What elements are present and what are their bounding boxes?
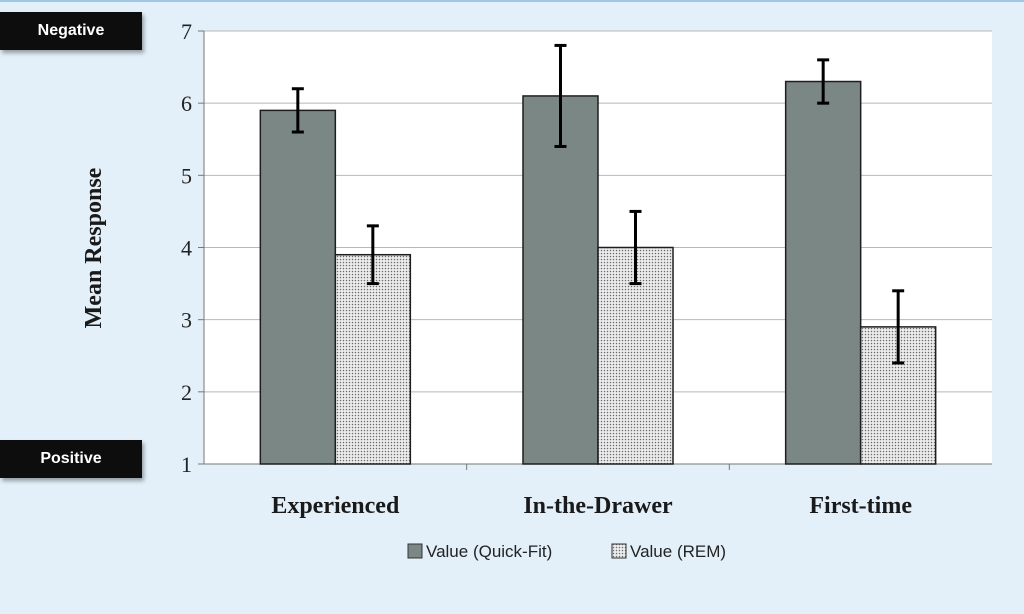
y-tick-label: 1 xyxy=(181,452,192,477)
legend-label: Value (REM) xyxy=(630,542,726,561)
bar xyxy=(522,95,599,465)
legend-swatch xyxy=(407,543,423,559)
y-tick-label: 2 xyxy=(181,380,192,405)
x-tick-label: Experienced xyxy=(271,493,400,519)
y-tick-label: 5 xyxy=(181,163,192,188)
bar xyxy=(334,253,412,465)
negative-badge: Negative xyxy=(0,12,142,50)
y-tick-label: 4 xyxy=(181,236,192,261)
positive-badge: Positive xyxy=(0,440,142,478)
y-tick-label: 3 xyxy=(181,308,192,333)
legend-label: Value (Quick-Fit) xyxy=(426,542,552,561)
x-tick-label: In-the-Drawer xyxy=(523,493,673,519)
y-tick-label: 6 xyxy=(181,91,192,116)
y-tick-label: 7 xyxy=(181,19,192,44)
top-border xyxy=(0,0,1024,2)
legend-swatch xyxy=(611,543,627,559)
bar xyxy=(784,80,862,465)
y-axis-label: Mean Response xyxy=(81,167,107,328)
bar xyxy=(259,109,337,465)
x-tick-label: First-time xyxy=(809,493,912,519)
